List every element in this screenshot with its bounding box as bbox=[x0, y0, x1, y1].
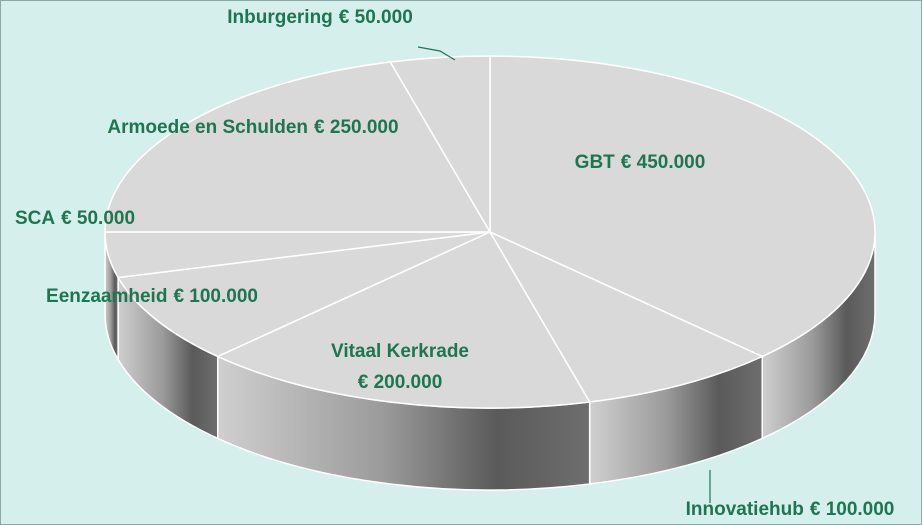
slice-value: € 450.000 bbox=[621, 152, 706, 173]
slice-category: Armoede en Schulden bbox=[107, 117, 308, 138]
slice-value: € 200.000 bbox=[358, 372, 443, 393]
slice-category: SCA bbox=[15, 208, 55, 229]
slice-value: € 50.000 bbox=[339, 7, 413, 28]
slice-category: Vitaal Kerkrade bbox=[331, 341, 469, 362]
slice bbox=[104, 61, 492, 233]
slice-value: € 100.000 bbox=[173, 286, 258, 307]
slice-value: € 50.000 bbox=[61, 208, 135, 229]
slice bbox=[116, 231, 491, 358]
slice-value: € 250.000 bbox=[314, 117, 399, 138]
leader-line bbox=[417, 46, 456, 61]
slice-value: € 100.000 bbox=[810, 499, 895, 520]
slice-category: Eenzaamheid bbox=[46, 286, 167, 307]
slice bbox=[488, 230, 765, 403]
slice bbox=[215, 231, 591, 409]
slice-label: GBT € 450.000 bbox=[575, 152, 706, 173]
slice-label: Armoede en Schulden € 250.000 bbox=[107, 117, 398, 138]
slice-label: Eenzaamheid € 100.000 bbox=[46, 286, 258, 307]
slice-category: Inburgering bbox=[227, 7, 333, 28]
slice bbox=[389, 55, 491, 235]
slice-label: Inburgering € 50.000 bbox=[227, 7, 413, 28]
slice-label: SCA € 50.000 bbox=[15, 208, 135, 229]
slice-category: Innovatiehub bbox=[686, 499, 804, 520]
slice-label: Innovatiehub € 100.000 bbox=[686, 499, 895, 520]
slice-category: GBT bbox=[575, 152, 616, 173]
slice bbox=[489, 55, 876, 358]
slice-label: Vitaal Kerkrade € 200.000 bbox=[331, 341, 469, 393]
